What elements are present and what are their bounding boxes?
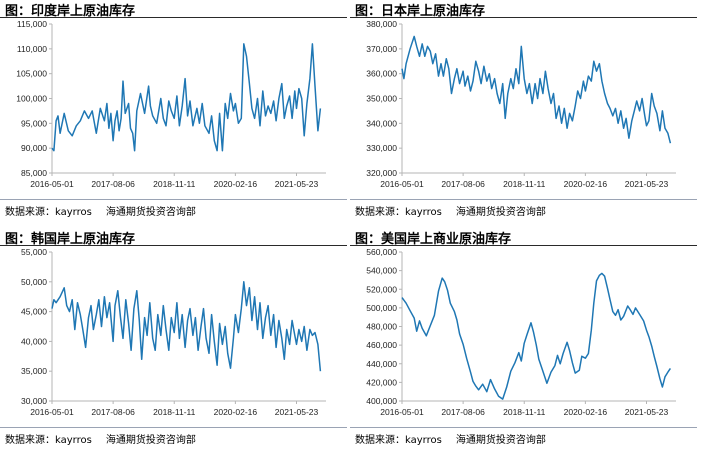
- source-label: 数据来源：kayrros: [5, 435, 92, 446]
- x-tick-label: 2018-11-11: [503, 179, 545, 189]
- x-tick-label: 2021-05-23: [625, 407, 669, 417]
- source-divider: [350, 199, 697, 200]
- y-tick-label: 360,000: [366, 69, 397, 79]
- x-tick-label: 2016-05-01: [30, 407, 74, 417]
- chart-title: 图：日本岸上原油库存: [355, 4, 486, 19]
- source-org: 海通期货投资咨询部: [105, 207, 196, 218]
- series-line: [401, 272, 672, 400]
- chart-title: 图：美国岸上商业原油库存: [355, 232, 512, 247]
- chart-panel-india: 图：印度岸上原油库存 85,000 90,000 95,000 100,000 105,…: [0, 0, 347, 226]
- y-tick-label: 320,000: [366, 168, 397, 178]
- y-tick-label: 50,000: [21, 277, 47, 287]
- chart-panel-korea: 图：韩国岸上原油库存 30,000 35,000 40,000 45,000 50,00…: [0, 228, 347, 454]
- chart-panel-japan: 图：日本岸上原油库存 320,000 330,000 340,000 350,000 3…: [350, 0, 697, 226]
- x-tick-label: 2017-08-06: [91, 179, 135, 189]
- series-line: [401, 35, 672, 144]
- x-tick-label: 2021-05-23: [275, 179, 319, 189]
- x-tick-label: 2018-11-11: [153, 407, 195, 417]
- x-tick-label: 2017-08-06: [441, 179, 485, 189]
- y-tick-label: 460,000: [366, 340, 397, 350]
- y-tick-label: 500,000: [366, 303, 397, 313]
- data-source: 数据来源：kayrros 海通期货投资咨询部: [355, 431, 546, 446]
- line-chart-japan: 320,000 330,000 340,000 350,000 360,000 370,0…: [366, 19, 676, 189]
- y-tick-label: 370,000: [366, 44, 397, 54]
- y-tick-label: 100,000: [16, 94, 47, 104]
- y-tick-label: 340,000: [366, 118, 397, 128]
- source-org: 海通期货投资咨询部: [455, 207, 546, 218]
- y-tick-label: 90,000: [21, 143, 47, 153]
- chart-title: 图：印度岸上原油库存: [5, 4, 136, 19]
- x-tick-label: 2021-05-23: [625, 179, 669, 189]
- y-tick-label: 540,000: [366, 266, 397, 276]
- title-divider: [350, 245, 697, 246]
- source-org: 海通期货投资咨询部: [105, 435, 196, 446]
- x-tick-label: 2020-02-16: [564, 407, 608, 417]
- x-tick-label: 2016-05-01: [30, 179, 74, 189]
- y-tick-label: 350,000: [366, 94, 397, 104]
- series-line: [51, 43, 322, 152]
- source-divider: [0, 427, 347, 428]
- x-tick-label: 2020-02-16: [564, 179, 608, 189]
- y-tick-label: 110,000: [17, 44, 47, 54]
- data-source: 数据来源：kayrros 海通期货投资咨询部: [5, 203, 196, 218]
- x-tick-label: 2017-08-06: [441, 407, 485, 417]
- source-divider: [350, 427, 697, 428]
- source-divider: [0, 199, 347, 200]
- title-divider: [350, 17, 697, 18]
- y-tick-label: 380,000: [366, 19, 397, 29]
- series-line: [51, 281, 322, 372]
- x-tick-label: 2016-05-01: [380, 179, 424, 189]
- y-tick-label: 85,000: [21, 168, 47, 178]
- y-tick-label: 45,000: [21, 307, 47, 317]
- y-tick-label: 560,000: [366, 247, 397, 257]
- y-tick-label: 330,000: [366, 143, 397, 153]
- y-tick-label: 35,000: [21, 366, 47, 376]
- x-tick-label: 2018-11-11: [153, 179, 195, 189]
- y-tick-label: 40,000: [21, 336, 47, 346]
- y-tick-label: 105,000: [16, 69, 47, 79]
- line-chart-us: 400,000 420,000 440,000 460,000 480,000 500,0…: [366, 247, 676, 417]
- x-tick-label: 2021-05-23: [275, 407, 319, 417]
- data-source: 数据来源：kayrros 海通期货投资咨询部: [5, 431, 196, 446]
- x-tick-label: 2020-02-16: [214, 179, 258, 189]
- x-tick-label: 2017-08-06: [91, 407, 135, 417]
- x-tick-label: 2020-02-16: [214, 407, 258, 417]
- y-tick-label: 400,000: [366, 396, 397, 406]
- source-label: 数据来源：kayrros: [355, 435, 442, 446]
- y-tick-label: 30,000: [21, 396, 47, 406]
- title-divider: [0, 245, 347, 246]
- source-org: 海通期货投资咨询部: [455, 435, 546, 446]
- line-chart-india: 85,000 90,000 95,000 100,000 105,000 110,000 1…: [16, 19, 326, 189]
- y-tick-label: 420,000: [366, 377, 397, 387]
- y-tick-label: 95,000: [21, 118, 47, 128]
- y-tick-label: 115,000: [17, 19, 47, 29]
- chart-title: 图：韩国岸上原油库存: [5, 232, 136, 247]
- title-divider: [0, 17, 347, 18]
- y-tick-label: 520,000: [366, 284, 397, 294]
- x-tick-label: 2018-11-11: [503, 407, 545, 417]
- source-label: 数据来源：kayrros: [5, 207, 92, 218]
- y-tick-label: 480,000: [366, 322, 397, 332]
- y-tick-label: 440,000: [366, 359, 397, 369]
- y-tick-label: 55,000: [21, 247, 47, 257]
- line-chart-korea: 30,000 35,000 40,000 45,000 50,000 55,000 2016…: [21, 247, 326, 417]
- chart-panel-us: 图：美国岸上商业原油库存 400,000 420,000 440,000 460,00…: [350, 228, 697, 454]
- source-label: 数据来源：kayrros: [355, 207, 442, 218]
- x-tick-label: 2016-05-01: [380, 407, 424, 417]
- data-source: 数据来源：kayrros 海通期货投资咨询部: [355, 203, 546, 218]
